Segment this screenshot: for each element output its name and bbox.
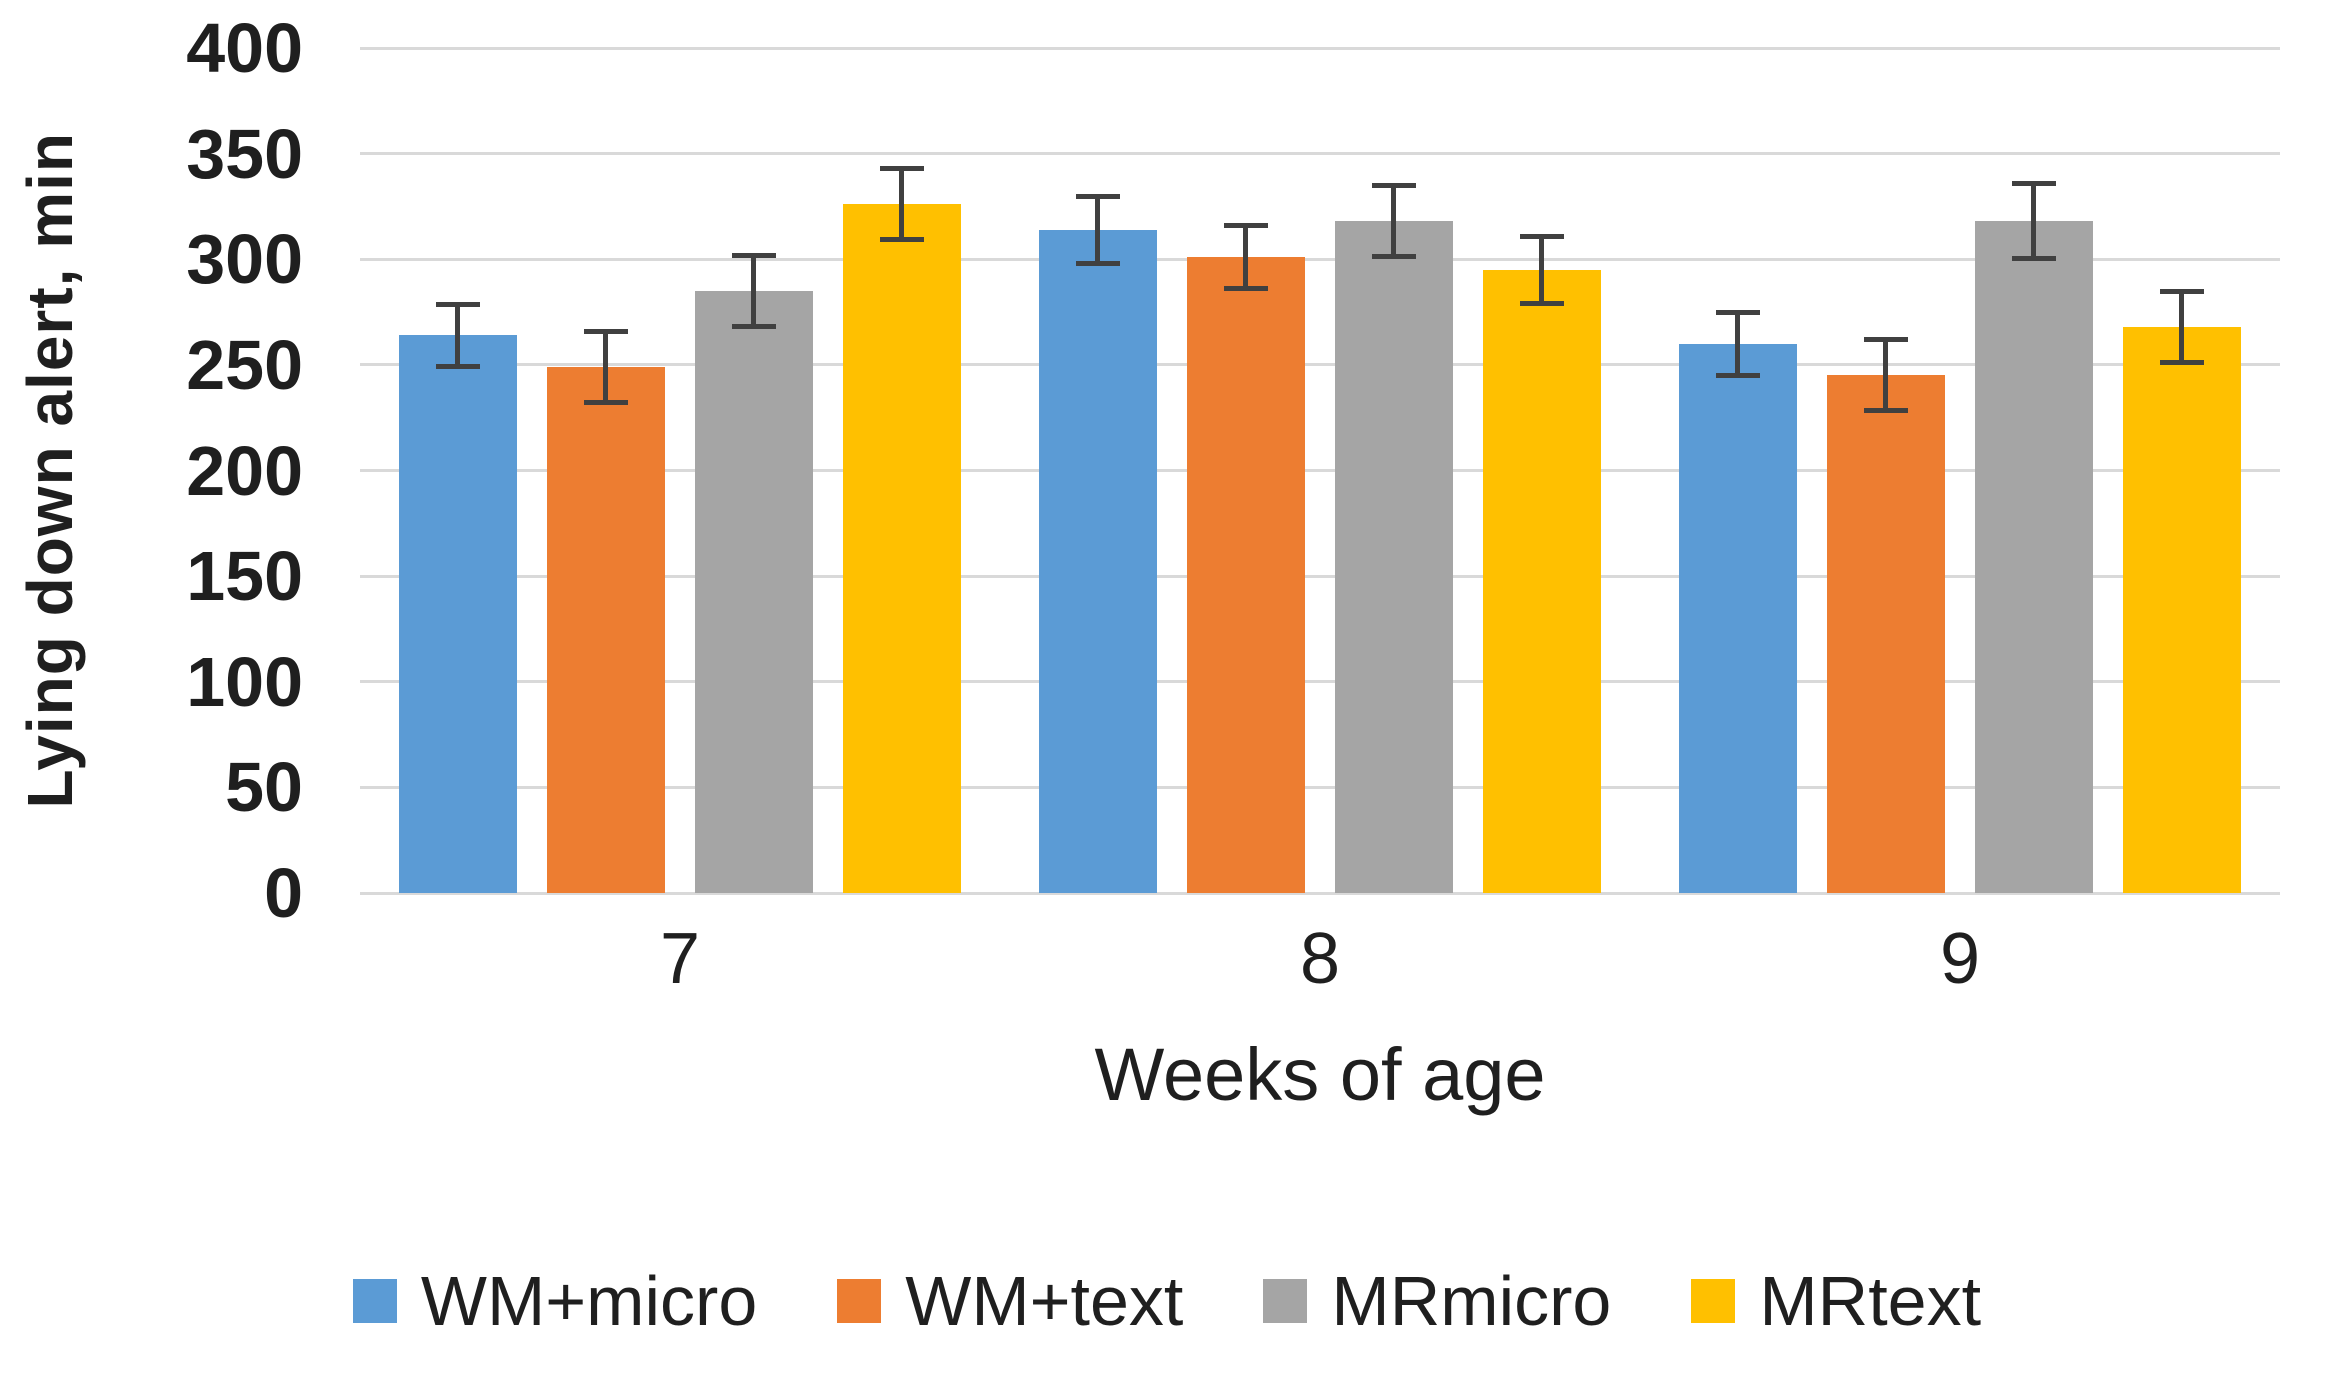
gridline-100 (360, 680, 2280, 684)
bar-slot-mrtext-week-9 (2122, 48, 2241, 893)
y-tick-label-100: 100 (186, 642, 303, 721)
legend-swatch-wm-text (837, 1279, 882, 1323)
y-tick-label-400: 400 (186, 9, 303, 87)
y-tick-label-350: 350 (186, 114, 303, 193)
error-bar-line (1243, 223, 1249, 291)
bar-wm-text-week-7 (546, 367, 665, 893)
error-bar-mrmicro-week-7 (731, 252, 776, 329)
bar-mrmicro-week-7 (694, 290, 813, 893)
error-bar-line (2031, 181, 2037, 262)
bar-slot-wm-micro-week-8 (1038, 48, 1157, 893)
bar-wm-text-week-8 (1186, 257, 1305, 893)
bar-mrmicro-week-8 (1334, 221, 1453, 893)
legend-label-wm-micro: WM+micro (420, 1262, 758, 1340)
chart-area: Lying down alert, min 0 50 100 150 200 250 300… (0, 13, 2280, 928)
bar-wm-micro-week-7 (398, 335, 517, 893)
y-tick-label-50: 50 (225, 748, 303, 827)
error-bar-mrtext-week-7 (879, 166, 924, 243)
gridline-0 (360, 891, 2280, 895)
legend-label-mrtext: MRtext (1759, 1262, 1982, 1340)
bar-slot-mrtext-week-8 (1482, 48, 1601, 893)
bar-slot-mrmicro-week-8 (1334, 48, 1453, 893)
legend-swatch-wm-micro (352, 1279, 397, 1323)
bar-slot-mrtext-week-7 (842, 48, 961, 893)
error-bar-wm-text-week-7 (583, 328, 628, 405)
error-bar-line (899, 166, 905, 243)
bar-mrtext-week-7 (842, 204, 961, 893)
bar-slot-wm-text-week-8 (1186, 48, 1305, 893)
y-tick-label-150: 150 (186, 537, 303, 616)
gridline-250 (360, 363, 2280, 367)
plot-area (360, 46, 2280, 895)
error-bar-line (455, 301, 461, 370)
error-bar-line (603, 328, 609, 405)
error-bar-wm-micro-week-8 (1075, 193, 1120, 266)
bar-slot-wm-text-week-7 (546, 48, 665, 893)
gridline-50 (360, 785, 2280, 789)
gridline-350 (360, 152, 2280, 156)
y-axis-tick-labels: 0 50 100 150 200 250 300 350 400 (0, 13, 348, 928)
legend-item-wm-micro: WM+micro (352, 1262, 758, 1340)
legend-label-mrmicro: MRmicro (1331, 1262, 1612, 1340)
legend-label-wm-text: WM+text (905, 1262, 1184, 1340)
bar-slot-wm-micro-week-9 (1678, 48, 1797, 893)
error-bar-line (1095, 193, 1101, 266)
legend-item-mrmicro: MRmicro (1263, 1266, 1611, 1336)
error-bar-mrtext-week-8 (1519, 233, 1564, 306)
x-axis-title-text: Weeks of age (1094, 1033, 1546, 1116)
legend-swatch-mrtext (1691, 1279, 1736, 1323)
error-bar-line (1391, 183, 1397, 260)
error-bar-mrtext-week-9 (2159, 288, 2204, 365)
bar-group-week-9 (1640, 48, 2280, 893)
bar-wm-text-week-9 (1826, 375, 1945, 893)
error-bar-wm-text-week-8 (1223, 223, 1268, 291)
y-tick-label-0: 0 (264, 854, 303, 932)
error-bar-mrmicro-week-8 (1371, 183, 1416, 260)
error-bar-wm-text-week-9 (1863, 337, 1908, 414)
bar-wm-micro-week-8 (1038, 229, 1157, 893)
bar-group-week-8 (1000, 48, 1640, 893)
error-bar-line (751, 252, 757, 329)
error-bar-line (1883, 337, 1889, 414)
bar-slot-wm-text-week-9 (1826, 48, 1945, 893)
gridline-300 (360, 257, 2280, 261)
error-bar-line (2179, 288, 2185, 365)
legend-swatch-mrmicro (1263, 1279, 1308, 1323)
gridline-200 (360, 469, 2280, 472)
y-tick-label-300: 300 (186, 220, 303, 299)
error-bar-line (1539, 233, 1545, 306)
gridline-150 (360, 574, 2280, 578)
x-axis-title: Weeks of age (360, 1025, 2280, 1125)
bar-mrmicro-week-9 (1974, 221, 2093, 893)
bar-wm-micro-week-9 (1678, 343, 1797, 893)
legend-item-mrtext: MRtext (1691, 1266, 1981, 1336)
x-tick-label-7: 7 (659, 919, 701, 999)
gridline-400 (360, 46, 2280, 50)
x-axis-tick-labels: 7 8 9 (360, 893, 2280, 1025)
bar-mrtext-week-9 (2122, 326, 2241, 893)
y-tick-label-250: 250 (186, 325, 303, 404)
error-bar-wm-micro-week-9 (1715, 309, 1760, 378)
bar-slot-mrmicro-week-9 (1974, 48, 2093, 893)
bar-group-week-7 (360, 48, 1000, 893)
legend-item-wm-text: WM+text (837, 1266, 1183, 1336)
bar-mrtext-week-8 (1482, 269, 1601, 893)
x-tick-label-9: 9 (1939, 919, 1981, 999)
x-tick-label-8: 8 (1299, 919, 1341, 999)
bar-slot-mrmicro-week-7 (694, 48, 813, 893)
error-bar-line (1735, 309, 1741, 378)
bar-slot-wm-micro-week-7 (398, 48, 517, 893)
error-bar-mrmicro-week-9 (2011, 181, 2056, 262)
error-bar-wm-micro-week-7 (435, 301, 480, 370)
y-tick-label-200: 200 (186, 431, 303, 510)
chart-legend: WM+micro WM+text MRmicro MRtext (0, 1265, 2334, 1337)
